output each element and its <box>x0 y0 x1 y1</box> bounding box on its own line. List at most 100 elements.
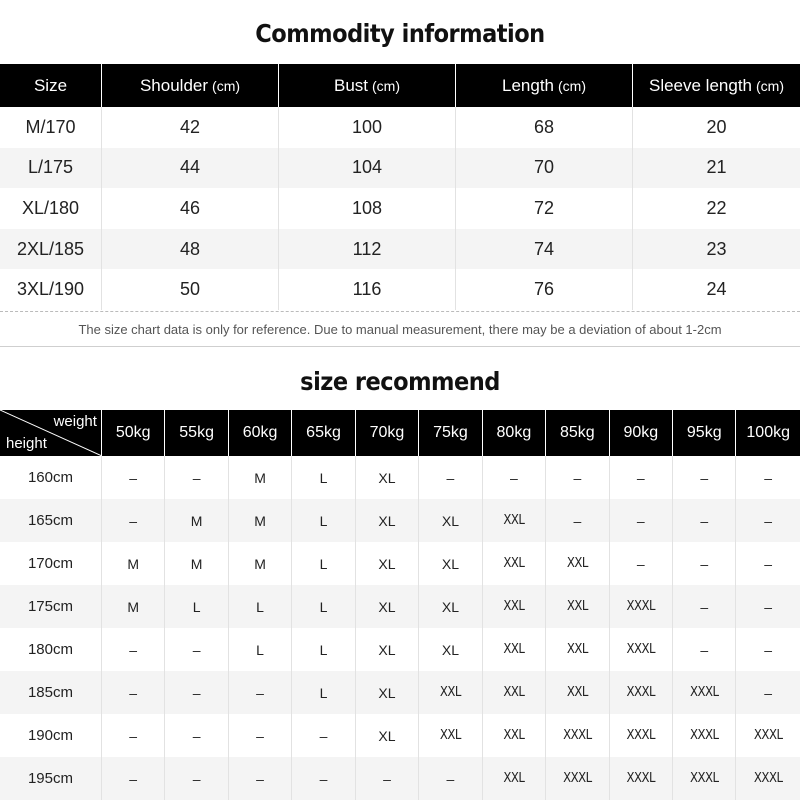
weight-header: 75kg <box>419 410 483 456</box>
weight-header: 65kg <box>292 410 356 456</box>
size-cell: XL <box>356 628 420 671</box>
table-row: 180cm – – L L XL XL XXL XXL XXXL – – <box>0 628 800 671</box>
height-label: 185cm <box>0 671 102 714</box>
size-cell: L <box>292 456 356 499</box>
cell-shoulder: 42 <box>102 107 279 148</box>
weight-header: 85kg <box>546 410 610 456</box>
size-cell: – <box>764 469 773 486</box>
commodity-title: Commodity information <box>255 19 545 48</box>
size-cell: XXXL <box>673 714 737 757</box>
size-cell: – <box>673 628 737 671</box>
table-row: 160cm – – M L XL – – – – – – <box>0 456 800 499</box>
size-cell: XXL <box>483 628 547 671</box>
size-cell: M <box>229 456 293 499</box>
size-cell: L <box>229 628 293 671</box>
weight-header: 55kg <box>165 410 229 456</box>
cell-sleeve-length: 24 <box>706 279 727 300</box>
size-cell: – <box>764 512 773 529</box>
size-cell: – <box>165 671 229 714</box>
cell-bust: 112 <box>279 228 456 270</box>
height-label: 165cm <box>0 499 102 542</box>
size-cell: XXXL <box>610 714 674 757</box>
size-cell: XXL <box>483 671 547 714</box>
size-cell: XXL <box>483 585 547 628</box>
cell-bust: 116 <box>279 269 456 310</box>
size-cell: M <box>165 542 229 585</box>
table-row: 170cm M M M L XL XL XXL XXL – – – <box>0 542 800 585</box>
size-cell: XXXL <box>610 585 674 628</box>
size-cell: – <box>102 714 166 757</box>
cell-shoulder: 44 <box>102 147 279 189</box>
size-cell: L <box>292 499 356 542</box>
commodity-table-header: Size Shoulder (cm) Bust (cm) Length (cm) Sl… <box>0 64 800 107</box>
cell-sleeve-length: 20 <box>706 116 727 137</box>
column-header-size: Size <box>0 64 102 107</box>
height-label: 180cm <box>0 628 102 671</box>
weight-header: 100kg <box>746 424 790 441</box>
size-cell: XL <box>356 499 420 542</box>
cell-sleeve-length: 23 <box>706 238 727 259</box>
cell-bust: 104 <box>279 147 456 189</box>
size-cell: – <box>610 499 674 542</box>
weight-header: 60kg <box>229 410 293 456</box>
size-cell: – <box>102 456 166 499</box>
cell-size: L/175 <box>0 147 102 189</box>
cell-sleeve-length: 22 <box>706 197 727 218</box>
table-row: M/170 42 100 68 20 <box>0 107 800 148</box>
table-row: 195cm – – – – – – XXL XXXL XXXL XXXL XXXL <box>0 757 800 800</box>
size-cell: – <box>229 757 293 800</box>
table-row: 190cm – – – – XL XXL XXL XXXL XXXL XXXL XXXL <box>0 714 800 757</box>
column-header-bust: Bust (cm) <box>279 64 456 107</box>
size-cell: – <box>292 714 356 757</box>
size-cell: XL <box>356 585 420 628</box>
size-cell: – <box>764 641 773 658</box>
size-cell: – <box>610 542 674 585</box>
cell-bust: 108 <box>279 188 456 229</box>
table-row: 185cm – – – L XL XXL XXL XXL XXXL XXXL – <box>0 671 800 714</box>
cell-size: 3XL/190 <box>0 269 102 310</box>
size-cell: XXXL <box>610 671 674 714</box>
cell-shoulder: 50 <box>102 269 279 310</box>
corner-weight-label: weight <box>53 413 97 430</box>
size-cell: XXXL <box>610 757 674 800</box>
size-cell: L <box>292 585 356 628</box>
size-cell: XXL <box>483 499 547 542</box>
corner-height-label: height <box>6 435 47 452</box>
size-cell: L <box>292 671 356 714</box>
height-label: 195cm <box>0 757 102 800</box>
size-cell: – <box>419 757 483 800</box>
cell-size: XL/180 <box>0 188 102 229</box>
size-cell: – <box>764 598 773 615</box>
cell-size: M/170 <box>0 107 102 148</box>
table-row: 165cm – M M L XL XL XXL – – – – <box>0 499 800 542</box>
size-cell: – <box>102 499 166 542</box>
cell-bust: 100 <box>279 107 456 148</box>
cell-size: 2XL/185 <box>0 228 102 270</box>
size-cell: XL <box>356 671 420 714</box>
cell-length: 68 <box>456 107 633 148</box>
size-cell: XXXL <box>673 671 737 714</box>
size-cell: – <box>673 542 737 585</box>
size-cell: – <box>546 456 610 499</box>
table-row: 2XL/185 48 112 74 23 <box>0 228 800 270</box>
commodity-table: Size Shoulder (cm) Bust (cm) Length (cm) Sl… <box>0 64 800 310</box>
weight-header: 90kg <box>610 410 674 456</box>
size-cell: XXL <box>483 714 547 757</box>
cell-sleeve-length: 21 <box>706 157 727 178</box>
size-cell: XXL <box>483 542 547 585</box>
column-header-length: Length (cm) <box>456 64 633 107</box>
table-row: 175cm M L L L XL XL XXL XXL XXXL – – <box>0 585 800 628</box>
weight-height-corner: weight height <box>0 410 102 456</box>
size-cell: XL <box>419 542 483 585</box>
height-label: 175cm <box>0 585 102 628</box>
size-cell: XXXL <box>753 728 783 743</box>
size-cell: – <box>673 585 737 628</box>
size-cell: XL <box>419 628 483 671</box>
height-label: 190cm <box>0 714 102 757</box>
height-label: 160cm <box>0 456 102 499</box>
table-row: L/175 44 104 70 21 <box>0 147 800 189</box>
size-cell: XXXL <box>610 628 674 671</box>
size-cell: XL <box>356 456 420 499</box>
size-cell: XL <box>419 499 483 542</box>
cell-length: 76 <box>456 269 633 310</box>
